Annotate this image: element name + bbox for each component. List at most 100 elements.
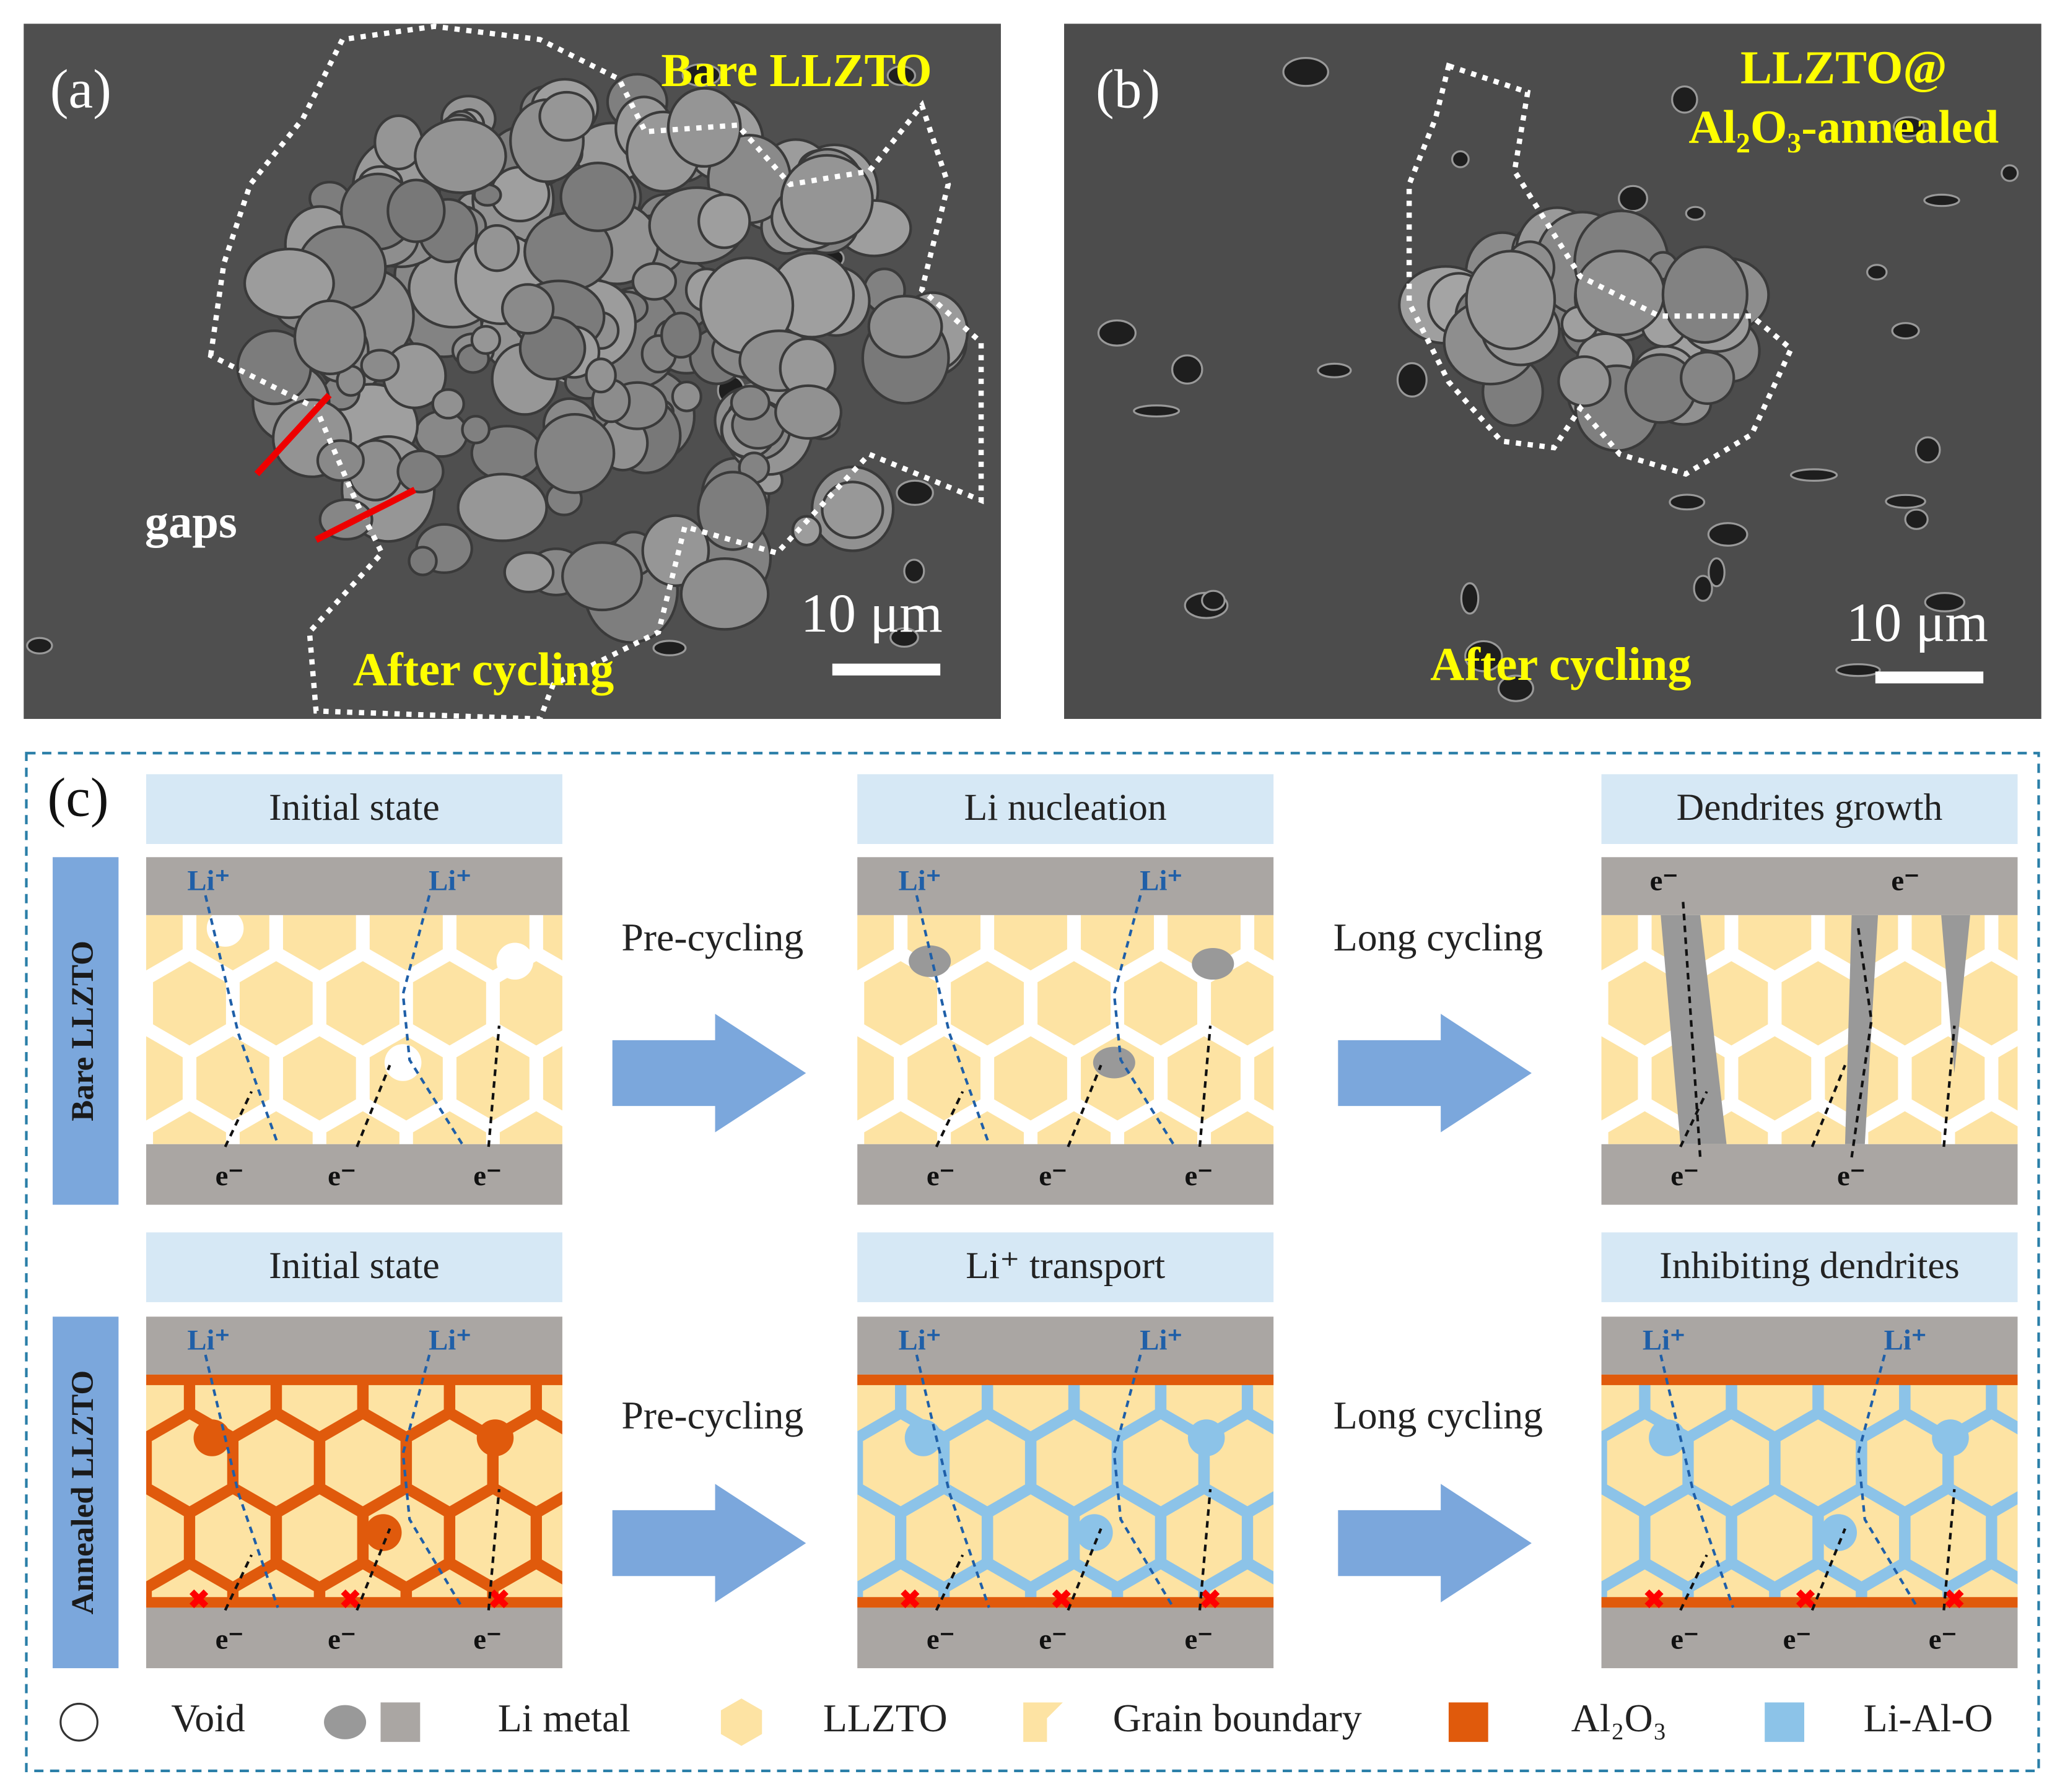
transition-label: Long cycling xyxy=(1334,915,1543,959)
stage-header: Initial state xyxy=(269,1245,440,1287)
llzto-grain xyxy=(1608,1111,1682,1144)
grain xyxy=(1557,355,1612,407)
llzto-grain xyxy=(282,915,356,971)
ion-label: Li⁺ xyxy=(899,1324,941,1357)
legend-label: Void xyxy=(171,1696,245,1740)
llzto-grain xyxy=(864,961,938,1046)
transport-path xyxy=(1679,1090,1708,1147)
ion-label: e⁻ xyxy=(1670,1160,1698,1192)
pore xyxy=(1396,362,1428,398)
llzto-grain xyxy=(1253,1504,1274,1572)
stage-schematic: e⁻ e⁻ e⁻ e⁻ xyxy=(1601,857,2018,1205)
llzto-grain xyxy=(1997,1374,2018,1422)
ion-label: Li⁺ xyxy=(1643,1324,1685,1357)
llzto-grain xyxy=(1254,915,1274,961)
llzto-grain xyxy=(499,961,562,1046)
llzto-grain xyxy=(1037,961,1111,1046)
legend-li-al-o xyxy=(1765,1702,1804,1742)
scale-label: 10 μm xyxy=(801,583,943,644)
row-label: Bare LLZTO xyxy=(66,941,100,1121)
filled-void xyxy=(1820,1514,1858,1551)
ion-label: e⁻ xyxy=(1929,1623,1957,1655)
llzto-grain xyxy=(413,1111,486,1144)
llzto-grain xyxy=(196,1036,269,1121)
grain xyxy=(1661,245,1748,344)
li-metal-bottom xyxy=(146,1607,562,1669)
transport-path xyxy=(1810,1528,1846,1611)
llzto-grain xyxy=(282,1036,356,1121)
red-arrow xyxy=(314,487,417,543)
filled-void xyxy=(1932,1419,1969,1456)
llzto-grain xyxy=(369,915,443,971)
ion-label: e⁻ xyxy=(1891,865,1919,897)
llzto-grain xyxy=(1124,1111,1197,1144)
li-metal-bottom xyxy=(1601,1144,2018,1205)
pore xyxy=(1671,85,1698,114)
transport-path xyxy=(1942,1025,1956,1147)
grain xyxy=(461,414,491,445)
li-metal-top xyxy=(1601,857,2018,915)
llzto-grain xyxy=(1601,915,1638,971)
llzto-grain xyxy=(1867,1419,1943,1507)
legend-label: Li-Al-O xyxy=(1864,1696,1993,1740)
li-metal-bottom xyxy=(857,1607,1274,1669)
blocked-mark: ✖ xyxy=(1944,1586,1966,1615)
legend-label: Al₂O₃ xyxy=(1571,1696,1667,1740)
grain xyxy=(697,193,751,250)
pore xyxy=(1708,557,1726,588)
llzto-grain xyxy=(1823,1374,1900,1432)
filled-void xyxy=(904,1419,942,1456)
grain xyxy=(791,515,822,547)
ion-label: Li⁺ xyxy=(899,865,941,897)
ion-label: e⁻ xyxy=(473,1623,501,1655)
ion-label: Li⁺ xyxy=(1140,865,1182,897)
ion-label: e⁻ xyxy=(1783,1623,1811,1655)
grain xyxy=(538,90,595,142)
al2o3-layer xyxy=(146,1374,562,1385)
llzto-grain xyxy=(857,1036,894,1121)
legend-li-metal xyxy=(380,1702,421,1742)
transport-path xyxy=(1810,1064,1846,1147)
llzto-grain xyxy=(1998,915,2018,961)
llzto-grain xyxy=(239,1111,313,1144)
ion-label: e⁻ xyxy=(328,1623,356,1655)
llzto-grain xyxy=(1650,1374,1726,1432)
llzto-grain xyxy=(1608,961,1682,1046)
li-metal-top xyxy=(857,1316,1274,1375)
row-label-bar xyxy=(53,857,119,1205)
llzto-grain xyxy=(326,1111,399,1144)
pore xyxy=(652,640,687,656)
stage-schematic: ✖ ✖ ✖Li⁺ Li⁺e⁻ e⁻ e⁻ xyxy=(857,1316,1274,1669)
sem-image-a: (a) Bare LLZTO gaps After cycling 10 μm xyxy=(24,24,1001,722)
transport-path xyxy=(487,1489,500,1611)
grain xyxy=(821,481,884,539)
ion-label: e⁻ xyxy=(216,1623,243,1655)
grain xyxy=(534,412,616,494)
llzto-grain xyxy=(1254,1046,1274,1111)
ion-label: e⁻ xyxy=(328,1160,356,1192)
stage-header: Li⁺ transport xyxy=(966,1245,1165,1287)
pore xyxy=(889,627,919,648)
panel-label: (c) xyxy=(48,767,109,829)
grain xyxy=(474,224,520,272)
transport-path xyxy=(1112,1354,1175,1609)
llzto-grain xyxy=(238,1419,314,1507)
pore xyxy=(1914,436,1941,464)
llzto-grain xyxy=(1601,1374,1639,1432)
llzto-grain xyxy=(1166,1374,1242,1432)
grain-layer xyxy=(146,1374,562,1608)
void xyxy=(206,915,244,947)
llzto-grain xyxy=(1955,1111,2018,1144)
llzto-grain xyxy=(1650,1494,1726,1581)
grain xyxy=(500,283,555,335)
legend-void xyxy=(59,1702,98,1742)
red-arrow xyxy=(254,393,332,477)
process-arrow xyxy=(612,1014,806,1133)
scale-bar xyxy=(832,663,941,676)
legend-label: Grain boundary xyxy=(1113,1696,1362,1740)
llzto-grain xyxy=(1124,961,1197,1046)
llzto-grain xyxy=(153,961,226,1046)
li-metal-top xyxy=(146,1316,562,1375)
llzto-grain xyxy=(543,1046,562,1111)
llzto-grain xyxy=(146,1374,184,1432)
